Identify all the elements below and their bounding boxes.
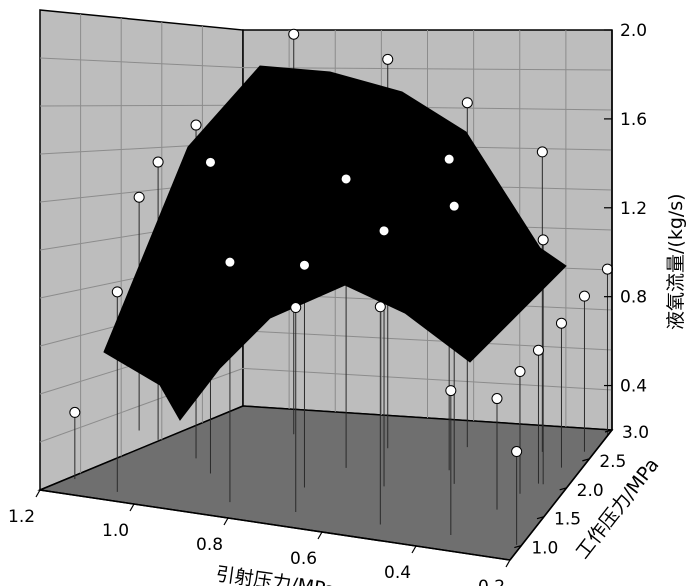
data-point xyxy=(190,119,202,131)
data-point xyxy=(111,286,123,298)
y-tick-mark xyxy=(559,487,567,491)
x-axis-title: 引射压力/MPa xyxy=(214,563,337,586)
data-point xyxy=(133,191,145,203)
data-point xyxy=(69,406,81,418)
data-points xyxy=(69,28,613,458)
y-axis-line xyxy=(509,429,613,561)
data-point xyxy=(514,366,526,378)
data-point xyxy=(290,302,302,314)
data-point xyxy=(378,225,390,237)
data-point xyxy=(537,234,549,246)
data-point xyxy=(555,317,567,329)
data-point xyxy=(288,28,300,40)
data-point xyxy=(445,385,457,397)
x-tick-mark xyxy=(411,545,417,554)
x-tick-label: 0.6 xyxy=(290,549,317,569)
y-tick-mark xyxy=(514,544,522,549)
z-tick-label: 0.4 xyxy=(620,377,647,397)
wall-grid-line xyxy=(39,104,244,107)
data-point xyxy=(536,146,548,158)
y-tick-label: 3.0 xyxy=(622,423,649,443)
data-point xyxy=(152,156,164,168)
data-point xyxy=(204,156,216,168)
tick-marks xyxy=(35,29,613,568)
data-point xyxy=(532,344,544,356)
y-tick-label: 2.5 xyxy=(599,452,626,472)
x-tick-mark xyxy=(317,531,323,540)
x-tick-label: 0.8 xyxy=(196,535,223,555)
y-tick-label: 1.5 xyxy=(554,510,581,530)
data-point xyxy=(448,200,460,212)
x-tick-label: 1.0 xyxy=(102,521,129,541)
data-point xyxy=(340,173,352,185)
data-point xyxy=(578,290,590,302)
data-point xyxy=(443,153,455,165)
y-tick-mark xyxy=(536,516,545,520)
data-point xyxy=(491,393,503,405)
x-tick-mark xyxy=(35,489,41,498)
z-tick-label: 1.2 xyxy=(620,199,647,219)
x-axis-line xyxy=(39,489,511,561)
y-tick-mark xyxy=(582,458,590,462)
x-tick-label: 1.2 xyxy=(8,507,35,527)
data-point xyxy=(374,301,386,313)
y-tick-mark xyxy=(604,429,613,433)
x-tick-label: 0.4 xyxy=(384,563,411,583)
data-point xyxy=(511,446,523,458)
data-point xyxy=(601,263,613,275)
data-point xyxy=(224,256,236,268)
y-tick-label: 1.0 xyxy=(531,539,558,559)
tick-labels: 1.2 1.0 0.8 0.6 0.4 0.2 1.0 1.5 2.0 2.5 3.0 0.4 0.8 1… xyxy=(8,21,649,586)
z-tick-label: 0.8 xyxy=(620,288,647,308)
data-point xyxy=(298,259,310,271)
wall-grid-line xyxy=(39,57,244,69)
x-tick-mark xyxy=(505,559,511,568)
y-tick-label: 2.0 xyxy=(577,481,604,501)
data-point xyxy=(382,53,394,65)
x-tick-mark xyxy=(129,503,135,512)
x-tick-label: 0.2 xyxy=(478,577,505,586)
z-tick-label: 1.6 xyxy=(620,110,647,130)
z-tick-label: 2.0 xyxy=(620,21,647,41)
data-point xyxy=(461,97,473,109)
z-axis-title: 液氧流量/(kg/s) xyxy=(665,193,687,330)
x-tick-mark xyxy=(223,517,229,526)
